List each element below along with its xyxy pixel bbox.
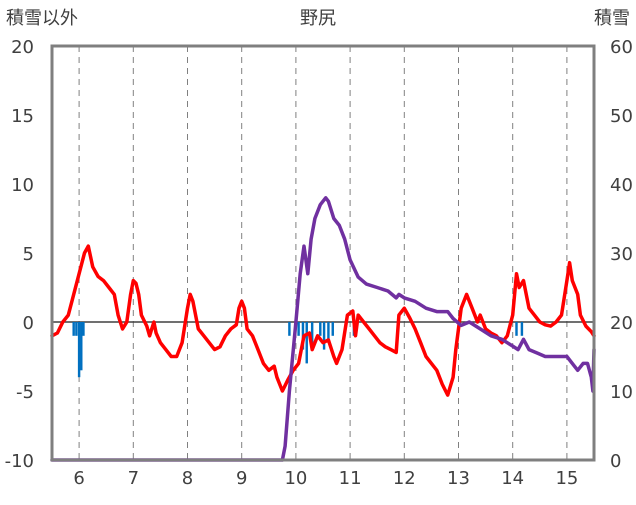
y-right-tick-label: 30: [610, 244, 633, 265]
line-layer: [50, 196, 596, 462]
y-left-tick-label: 10: [11, 175, 34, 196]
y-left-tick-label: 5: [23, 244, 34, 265]
x-tick-label: 8: [182, 468, 193, 489]
precipitation-bar: [310, 322, 314, 350]
precipitation-bar: [75, 322, 78, 336]
y-right-tick-label: 0: [610, 451, 621, 472]
precipitation-bar: [515, 322, 518, 336]
x-tick-label: 13: [447, 468, 470, 489]
precipitation-bar: [72, 322, 75, 336]
right-axis-label: 積雪: [594, 8, 630, 29]
axis-layer: 6 7 8 9 10 11 12 13 14 15 -10 -5 0 5 10 15 20 0 10 20 30 40 50…: [5, 37, 633, 489]
snow-depth-line: [50, 196, 596, 462]
y-left-tick-label: 15: [11, 106, 34, 127]
y-left-tick-label: 20: [11, 37, 34, 58]
precipitation-bar: [322, 322, 326, 350]
y-right-tick-label: 50: [610, 106, 633, 127]
x-tick-label: 6: [73, 468, 84, 489]
precipitation-bar: [520, 322, 524, 336]
y-right-tick-label: 40: [610, 175, 633, 196]
precipitation-bar: [297, 322, 300, 336]
x-tick-label: 15: [555, 468, 578, 489]
y-left-tick-label: -5: [16, 382, 34, 403]
x-tick-label: 11: [339, 468, 362, 489]
y-right-tick-label: 60: [610, 37, 633, 58]
precipitation-bar: [319, 322, 322, 336]
x-tick-label: 7: [128, 468, 139, 489]
y-right-tick-label: 10: [610, 382, 633, 403]
plot-frame: [50, 44, 596, 462]
x-tick-label: 9: [236, 468, 247, 489]
precipitation-bar: [82, 322, 85, 336]
x-tick-label: 10: [284, 468, 307, 489]
precipitation-bar: [305, 322, 308, 364]
precipitation-bar: [327, 322, 330, 343]
x-tick-label: 14: [501, 468, 524, 489]
y-right-tick-label: 20: [610, 313, 633, 334]
chart-title: 野尻: [300, 8, 336, 29]
left-axis-label: 積雪以外: [6, 8, 78, 29]
precipitation-bar: [331, 322, 334, 336]
precipitation-bar: [80, 322, 83, 371]
y-left-tick-label: -10: [5, 451, 34, 472]
precipitation-bar: [77, 322, 81, 378]
precipitation-bar: [288, 322, 291, 336]
x-tick-label: 12: [393, 468, 416, 489]
y-left-tick-label: 0: [23, 313, 34, 334]
grid-layer: [52, 46, 594, 460]
